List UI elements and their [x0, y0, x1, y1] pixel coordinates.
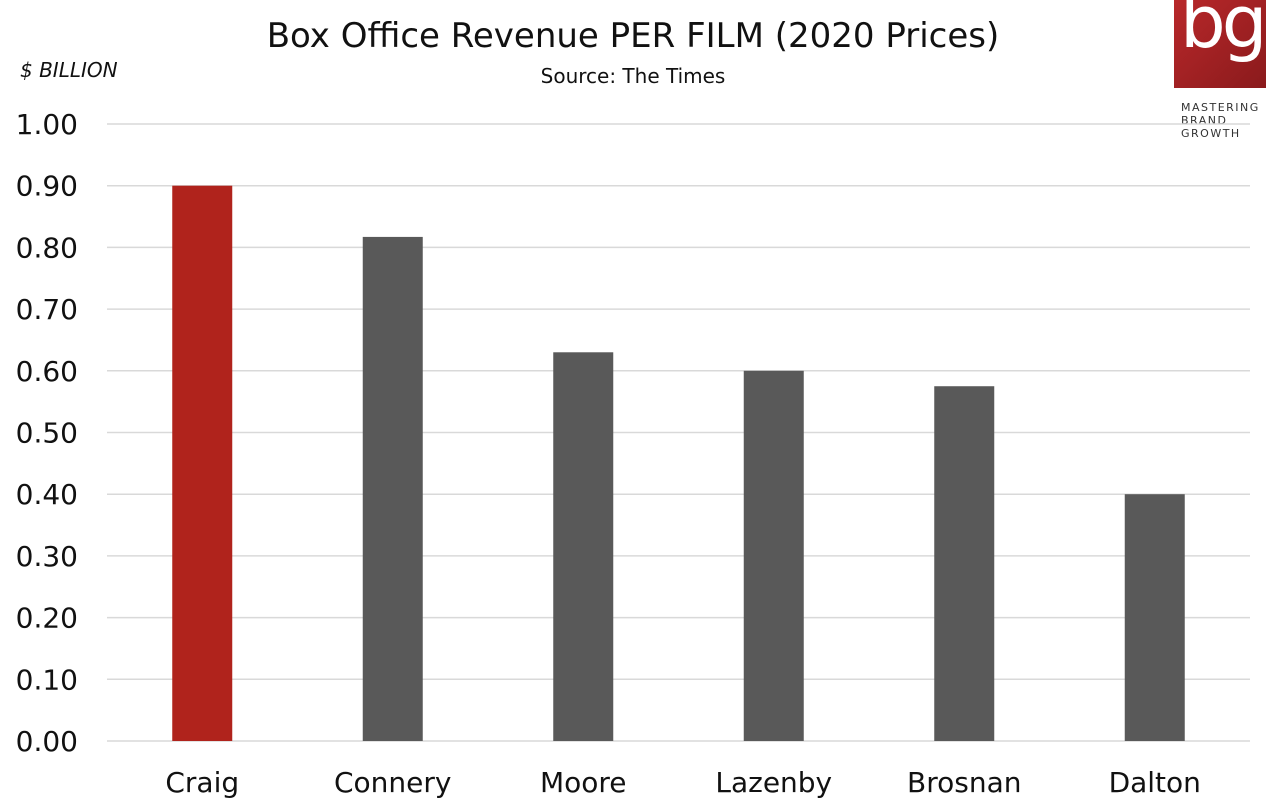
x-category-label: Craig	[165, 766, 239, 799]
logo-mark: bg	[1180, 0, 1266, 64]
y-tick-label: 0.00	[16, 725, 78, 758]
y-axis-unit-label: $ BILLION	[20, 58, 118, 82]
y-axis-ticks: 0.00 0.10 0.20 0.30 0.40 0.50 0.60 0.70 0.80 0.90…	[16, 108, 78, 758]
y-tick-label: 0.10	[16, 663, 78, 696]
bar-connery	[362, 236, 423, 741]
bar-brosnan	[934, 386, 995, 741]
chart-title: Box Office Revenue PER FILM (2020 Prices…	[266, 16, 1000, 56]
x-axis-labels: Craig Connery Moore Lazenby Brosnan Dalton	[165, 766, 1201, 799]
y-tick-label: 0.50	[16, 417, 78, 450]
x-category-label: Moore	[540, 766, 627, 799]
bar-craig	[172, 185, 233, 741]
logo-tagline-line: MASTERING	[1181, 101, 1260, 114]
x-category-label: Brosnan	[907, 766, 1021, 799]
brand-logo: bg	[1174, 0, 1266, 88]
bar-lazenby	[743, 370, 804, 741]
y-tick-label: 0.70	[16, 293, 78, 326]
y-tick-label: 0.80	[16, 231, 78, 264]
bar-moore	[553, 352, 614, 741]
y-tick-label: 0.40	[16, 478, 78, 511]
bars	[172, 185, 1185, 741]
bar-dalton	[1124, 494, 1185, 741]
x-category-label: Connery	[334, 766, 451, 799]
chart-subtitle: Source: The Times	[540, 64, 726, 88]
y-tick-label: 0.20	[16, 602, 78, 635]
y-tick-label: 0.60	[16, 355, 78, 388]
gridlines	[107, 123, 1250, 742]
x-category-label: Lazenby	[715, 766, 832, 799]
y-tick-label: 0.90	[16, 170, 78, 203]
logo-tagline-line: GROWTH	[1181, 127, 1241, 140]
y-tick-label: 0.30	[16, 540, 78, 573]
x-category-label: Dalton	[1109, 766, 1201, 799]
y-tick-label: 1.00	[16, 108, 78, 141]
